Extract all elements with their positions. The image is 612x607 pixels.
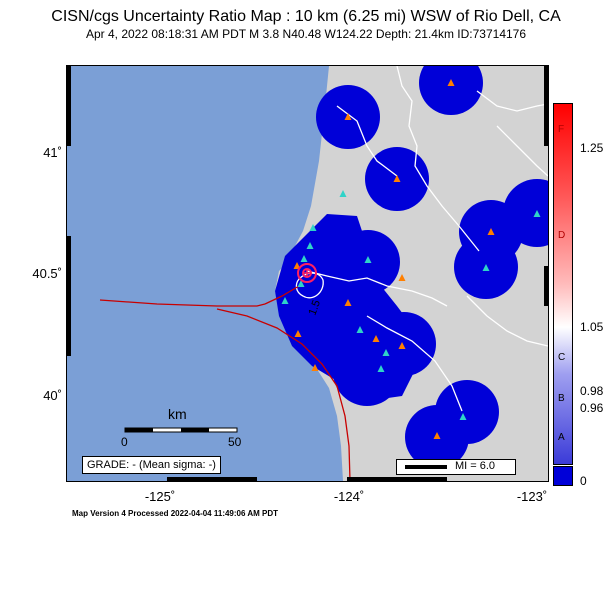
colorbar-zero-swatch [553,466,573,486]
map-title: CISN/cgs Uncertainty Ratio Map : 10 km (… [51,8,561,25]
station-icon [487,228,495,235]
lon-tick-125: -125˚ [144,489,176,504]
colorbar-value-0-96: 0.96 [580,401,604,415]
station-icon [398,274,406,281]
contour-label: 1.5 [307,299,324,317]
station-icon [344,113,352,120]
mi-legend-text: MI = 6.0 [455,460,496,472]
station-icon [482,264,490,271]
ocean-area [67,66,343,481]
station-icon [364,256,372,263]
colorbar-grade-f: F [558,124,565,135]
map-version-footer: Map Version 4 Processed 2022-04-04 11:49… [72,509,279,518]
fault-lines [99,285,351,481]
frame-stripes [67,66,548,481]
uncertainty-map: 1.5 [66,65,549,482]
station-icon [309,224,317,231]
lon-tick-124: -124˚ [333,489,365,504]
station-icon [433,432,441,439]
station-icon [294,330,302,337]
station-icon [372,335,380,342]
station-icon [311,364,319,371]
scale-end: 50 [228,435,242,449]
seismic-stations [281,79,541,439]
lat-tick-40: 40˚ [43,388,62,403]
epicenter-marker [297,263,317,283]
colorbar-value-1-05: 1.05 [580,320,604,334]
station-icon [297,280,305,287]
lat-tick-41: 41˚ [43,145,62,160]
colorbar [553,103,573,465]
mi-legend: MI = 6.0 [396,459,516,475]
scale-unit: km [168,406,187,422]
lon-tick-123: -123˚ [516,489,548,504]
scale-bar: km 0 50 [118,406,248,449]
station-icon [398,342,406,349]
station-icon [306,242,314,249]
roads-rivers [295,66,548,412]
colorbar-grade-b: B [558,393,565,404]
colorbar-value-0: 0 [580,474,587,488]
colorbar-grade-d: D [558,230,566,241]
colorbar-value-0-98: 0.98 [580,384,604,398]
station-icon [356,326,364,333]
scale-start: 0 [121,435,128,449]
colorbar-value-1-25: 1.25 [580,141,604,155]
station-icon [533,210,541,217]
station-icon [344,299,352,306]
station-icon [447,79,455,86]
station-icon [459,413,467,420]
lat-tick-40-5: 40.5˚ [32,266,62,281]
station-icon [293,262,301,269]
colorbar-grade-a: A [558,432,565,443]
mi-legend-bar [405,465,447,469]
event-details: Apr 4, 2022 08:18:31 AM PDT M 3.8 N40.48… [85,27,527,41]
station-icon [377,365,385,372]
station-icon [382,349,390,356]
station-icon [281,297,289,304]
grade-box: GRADE: - (Mean sigma: -) [82,456,221,474]
station-icon [339,190,347,197]
station-icon [393,175,401,182]
colorbar-grade-c: C [558,352,566,363]
station-icon [300,255,308,262]
